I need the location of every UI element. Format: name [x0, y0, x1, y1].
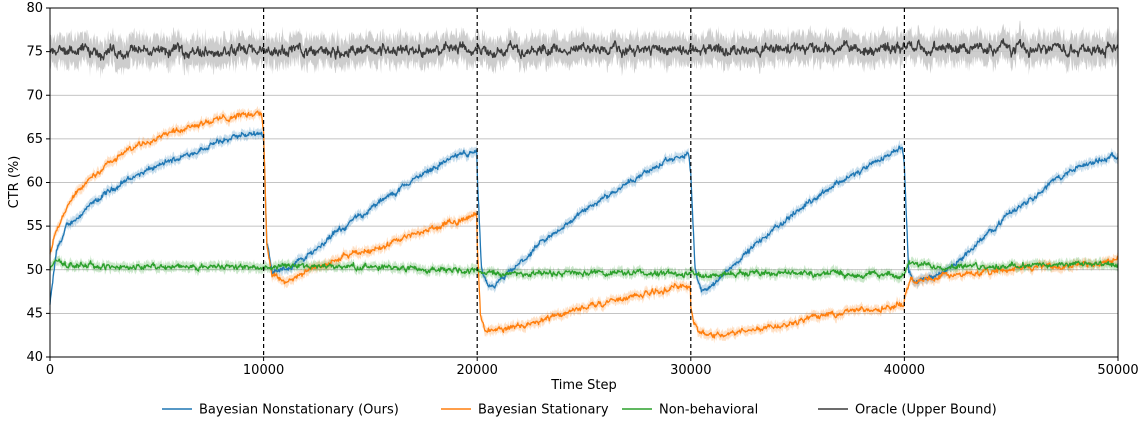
series-line-2 — [49, 258, 1119, 280]
legend-label: Bayesian Stationary — [478, 403, 609, 418]
y-tick-label: 55 — [26, 219, 43, 234]
y-tick-label: 45 — [26, 306, 43, 321]
y-tick-label: 50 — [26, 263, 43, 278]
series-band-3 — [50, 20, 1118, 80]
x-tick-label: 30000 — [670, 363, 711, 378]
legend-label: Oracle (Upper Bound) — [855, 403, 997, 418]
legend: Bayesian Nonstationary (Ours) Bayesian St… — [162, 403, 997, 418]
y-tick-label: 60 — [26, 176, 43, 191]
series-line-1 — [49, 110, 1119, 339]
series-line-0 — [49, 130, 1119, 305]
x-tick-label: 0 — [46, 363, 54, 378]
y-tick-label: 65 — [26, 132, 43, 147]
series-band-0 — [50, 126, 1118, 310]
legend-label: Bayesian Nonstationary (Ours) — [199, 403, 399, 418]
y-tick-label: 75 — [26, 45, 43, 60]
y-tick-label: 80 — [26, 1, 43, 16]
series-line-3 — [49, 38, 1119, 61]
x-axis-label: Time Step — [550, 378, 617, 393]
vertical-markers — [263, 8, 906, 357]
x-tick-label: 50000 — [1097, 363, 1138, 378]
x-tick-label: 40000 — [884, 363, 925, 378]
y-axis-label: CTR (%) — [7, 156, 22, 209]
x-axis-ticks: 0 10000 20000 30000 40000 50000 — [46, 357, 1139, 378]
confidence-bands — [50, 20, 1118, 344]
y-tick-label: 70 — [26, 88, 43, 103]
series-layer — [49, 38, 1119, 339]
y-axis-ticks: 40 45 50 55 60 65 70 75 80 — [26, 1, 50, 365]
legend-label: Non-behavioral — [659, 403, 758, 418]
x-tick-label: 20000 — [457, 363, 498, 378]
y-tick-label: 40 — [26, 350, 43, 365]
x-tick-label: 10000 — [243, 363, 284, 378]
